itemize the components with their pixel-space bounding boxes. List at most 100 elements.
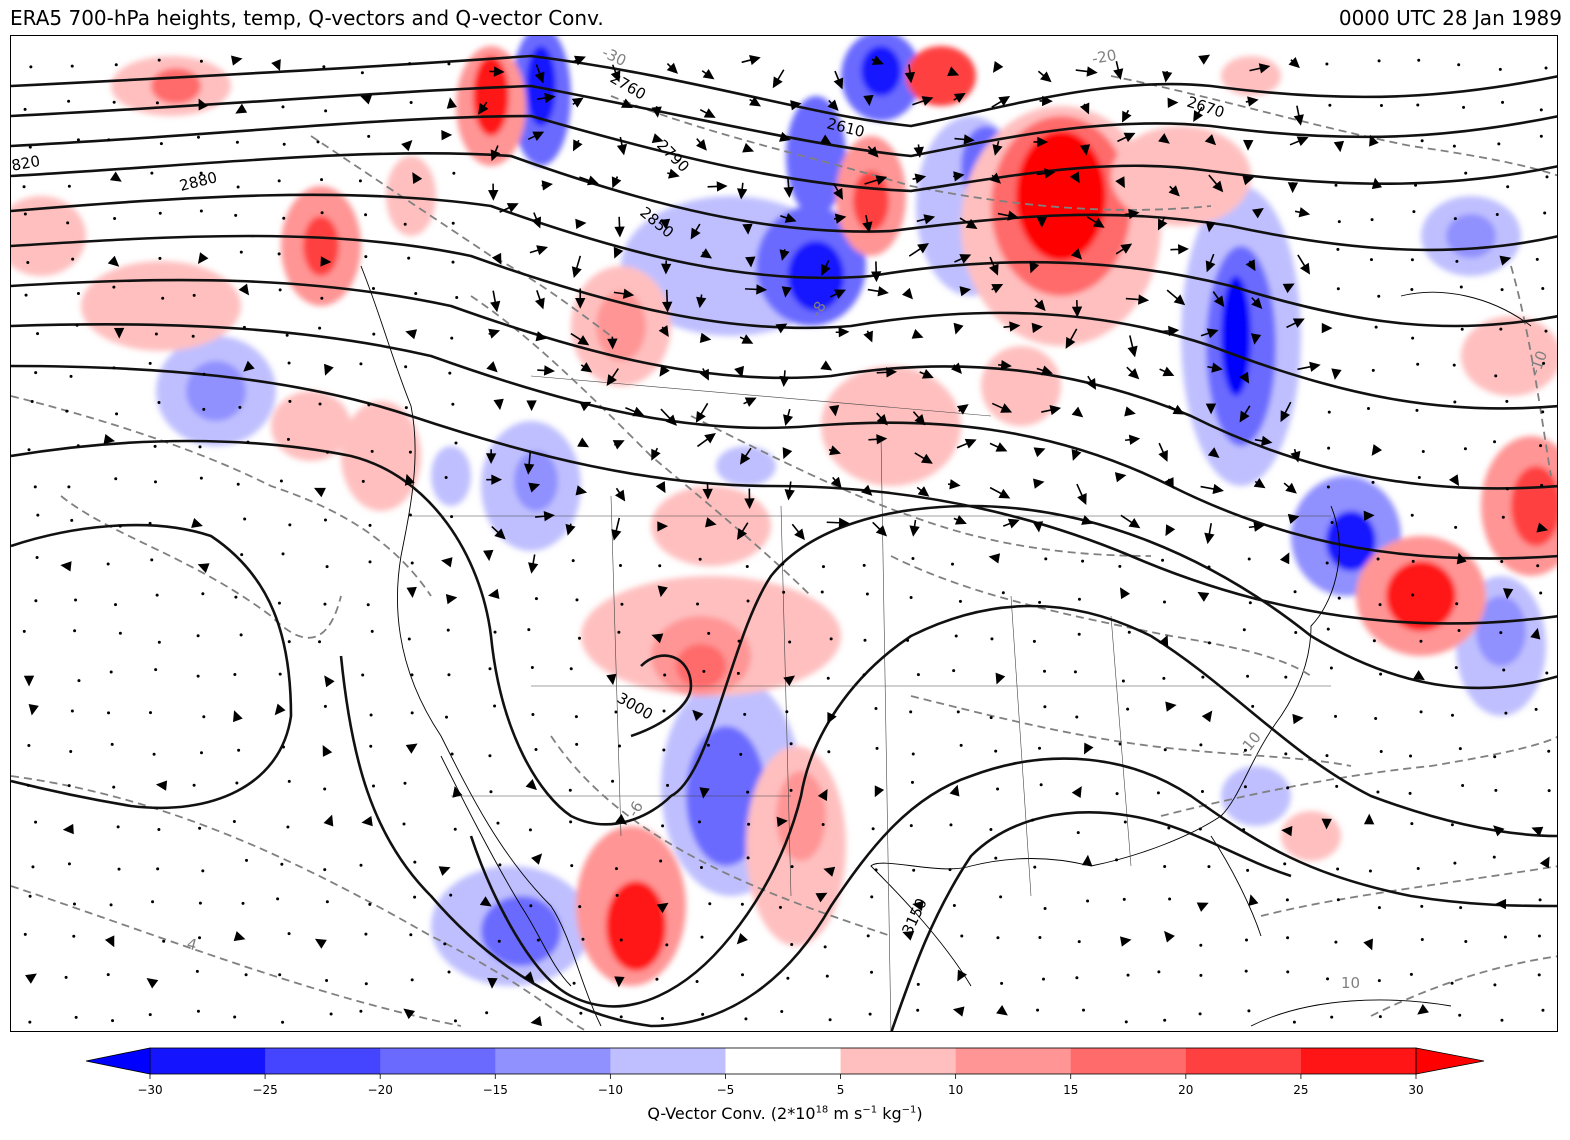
qvector-arrow: [1330, 520, 1334, 524]
qvector-arrow: [1034, 298, 1046, 311]
qvector-arrow: [1079, 102, 1090, 115]
qvector-arrow: [1158, 442, 1168, 462]
qvector-arrow: [919, 369, 934, 379]
height-label: 3000: [614, 689, 656, 724]
qvector-arrow: [236, 185, 240, 189]
qvector-arrow: [1251, 704, 1255, 708]
qvector-arrow: [1083, 742, 1094, 755]
qvector-arrow: [70, 64, 74, 68]
qvector-arrow: [1409, 754, 1413, 758]
qvector-arrow: [325, 979, 329, 983]
qvector-arrow: [325, 900, 329, 904]
qvector-arrows: [22, 54, 1551, 1027]
qvector-arrow: [196, 135, 200, 139]
qvector-arrow: [489, 790, 493, 794]
qvector-arrow: [1544, 66, 1548, 70]
qvector-arrow: [916, 214, 936, 225]
qvector-arrow: [1419, 710, 1423, 714]
qvector-arrow: [1199, 973, 1203, 977]
qvector-arrow: [912, 173, 927, 184]
qvector-arrow: [876, 367, 898, 378]
qvector-arrow: [76, 292, 80, 296]
qvector-arrow: [577, 636, 581, 640]
qvector-arrow: [1043, 669, 1047, 673]
qvector-arrow: [954, 254, 972, 264]
qvector-arrow: [666, 783, 670, 787]
qvector-arrow: [154, 332, 158, 336]
qvector-arrow: [1166, 289, 1186, 306]
qvector-arrow: [1336, 247, 1340, 251]
qvector-arrow: [617, 630, 621, 634]
qvector-arrow: [1122, 109, 1132, 123]
qvector-arrow: [956, 404, 969, 415]
qvector-arrow: [487, 977, 498, 989]
qvector-arrow: [1205, 220, 1216, 233]
colorbar-ticks: −30 −25 −20 −15 −10 −5 5 10 15 20 25 30: [137, 1074, 1424, 1097]
qvector-arrow: [324, 675, 335, 688]
qvector-arrow: [1534, 707, 1538, 711]
qvector-arrow: [1037, 70, 1052, 83]
qvector-arrow: [746, 856, 750, 860]
qvector-arrow: [26, 260, 30, 264]
qvector-arrow: [198, 936, 202, 940]
qvector-arrow: [235, 781, 239, 785]
qvector-arrow: [107, 138, 111, 142]
qvector-arrow: [372, 332, 376, 336]
qvector-arrow: [817, 789, 828, 801]
qvector-arrow: [528, 828, 532, 832]
qvector-arrow: [620, 98, 633, 109]
qvector-arrow: [991, 283, 1004, 294]
qvector-arrow: [1200, 328, 1219, 339]
qvector-arrow: [157, 58, 161, 62]
qvector-arrow: [698, 557, 702, 561]
qvector-arrow: [449, 893, 453, 897]
qvector-arrow: [786, 976, 790, 980]
qvector-arrow: [486, 361, 498, 373]
qvector-arrow: [153, 444, 157, 448]
qvector-arrow: [568, 788, 572, 792]
qvector-arrow: [446, 628, 450, 632]
qvector-arrow: [407, 637, 411, 641]
qvector-arrow: [1448, 474, 1460, 487]
colorbar-swatch: [150, 1048, 266, 1074]
colorbar-swatch: [955, 1048, 1072, 1074]
qvector-arrow: [323, 787, 327, 791]
qvector-arrow: [314, 938, 327, 949]
qvector-arrow: [659, 859, 663, 863]
qvector-arrow: [1462, 105, 1466, 109]
qvector-arrow: [534, 64, 545, 84]
qvector-arrow: [1459, 285, 1463, 289]
qvector-arrow: [271, 59, 281, 71]
qvector-arrow: [410, 711, 414, 715]
qvector-arrow: [535, 331, 548, 342]
qvector-arrow: [1506, 185, 1510, 189]
qvector-arrow: [866, 934, 870, 938]
qvector-arrow: [195, 969, 199, 973]
qvector-arrow: [318, 640, 322, 644]
colorbar-swatch: [725, 1048, 842, 1074]
qvector-arrow: [447, 970, 451, 974]
qvector-arrow: [996, 936, 1000, 940]
qvector-arrow: [359, 1009, 363, 1013]
qvector-arrow: [1539, 134, 1543, 138]
qvector-arrow: [696, 294, 707, 309]
qvector-arrow: [453, 827, 457, 831]
qvector-arrow: [667, 168, 680, 179]
qvector-arrow: [1366, 407, 1370, 411]
qvector-arrow: [572, 139, 583, 152]
qvector-arrow: [618, 563, 622, 567]
qvector-arrow: [914, 452, 933, 464]
qvector-arrow: [988, 553, 1001, 564]
qvector-arrow: [112, 285, 116, 289]
qvector-arrow: [1201, 675, 1205, 679]
qvector-arrow: [620, 602, 624, 606]
qvector-arrow: [1499, 631, 1503, 635]
qvector-arrow: [1547, 749, 1551, 753]
qvector-arrow: [23, 932, 27, 936]
qvector-arrow: [950, 362, 962, 374]
qvector-arrow: [744, 488, 755, 510]
qvector-arrow: [69, 749, 73, 753]
qvector-arrow: [1325, 561, 1329, 565]
qvector-arrow: [154, 668, 158, 672]
qvector-arrow: [744, 1017, 748, 1021]
